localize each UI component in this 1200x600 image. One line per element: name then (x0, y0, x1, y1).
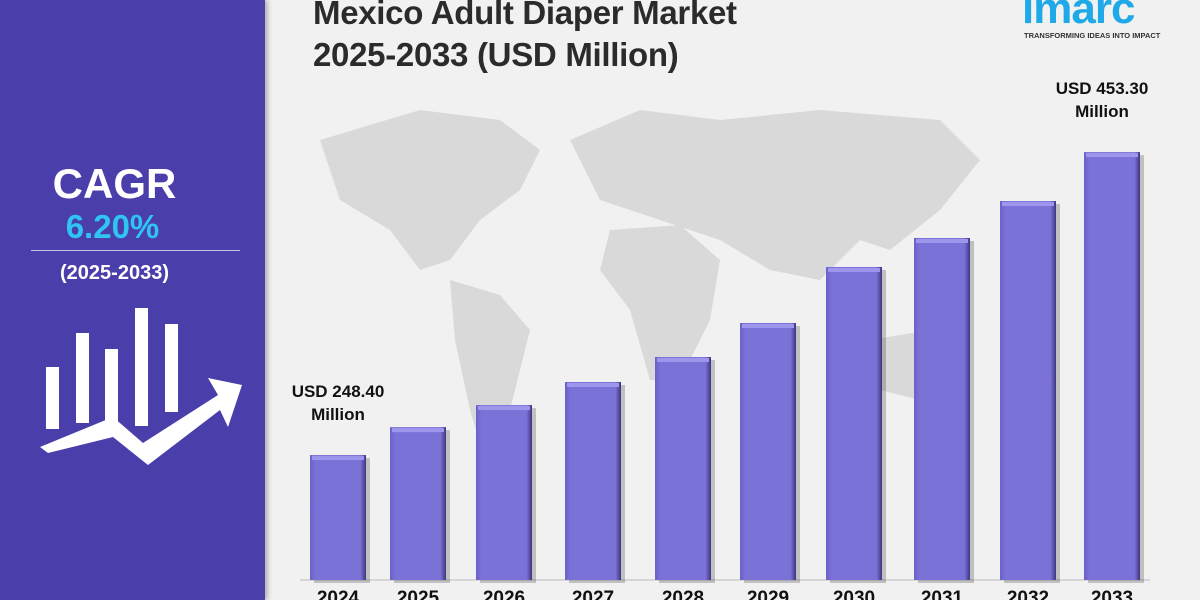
world-map-background (320, 110, 980, 460)
bar-top-highlight (916, 238, 968, 243)
x-tick-label-2031: 2031 (921, 588, 964, 600)
x-tick-label-2032: 2032 (1007, 588, 1049, 600)
title-line-1: Mexico Adult Diaper Market (313, 0, 737, 31)
chart-title: Mexico Adult Diaper Market 2025-2033 (US… (313, 0, 737, 76)
bar-2028 (655, 357, 711, 580)
annotation-2024-unit: Million (311, 405, 365, 424)
cagr-value: 6.20% (65, 208, 160, 245)
bar-top-highlight (657, 358, 709, 363)
annotation-2024-value: USD 248.40 (291, 382, 385, 401)
bar-2027 (565, 382, 621, 580)
bar-top-highlight (478, 406, 530, 411)
title-line-2: 2025-2033 (USD Million) (313, 36, 679, 73)
bar-top-highlight (742, 324, 794, 329)
x-tick-label-2030: 2030 (833, 588, 875, 600)
logo-tagline: TRANSFORMING IDEAS INTO IMPACT (1024, 31, 1161, 40)
x-tick-label-2025: 2025 (397, 588, 440, 600)
bar-top-highlight (392, 428, 444, 433)
bar-top-highlight (1086, 153, 1138, 158)
bar-top-highlight (1002, 202, 1054, 207)
cagr-label: CAGR (52, 160, 177, 207)
x-tick-label-2029: 2029 (747, 588, 789, 600)
cagr-period: (2025-2033) (60, 262, 169, 284)
bar-top-highlight (828, 267, 880, 272)
bar-top-highlight (567, 383, 619, 388)
bar-2030 (826, 266, 882, 580)
bar-2033 (1084, 152, 1140, 581)
annotation-2033-value: USD 453.30 (1055, 79, 1149, 98)
bar-2024 (310, 455, 366, 580)
bar-2031 (914, 237, 970, 581)
annotation-2024: USD 248.40 Million (278, 380, 398, 426)
imarc-logo: imarc (1022, 0, 1135, 33)
x-tick-label-2027: 2027 (572, 588, 614, 600)
annotation-2033-unit: Million (1075, 102, 1129, 121)
cagr-panel: CAGR 6.20% (2025-2033) (0, 0, 265, 600)
bar-top-highlight (312, 456, 364, 461)
bar-2032 (1000, 201, 1056, 580)
x-tick-label-2028: 2028 (662, 588, 704, 600)
growth-chart-icon (40, 308, 242, 465)
x-tick-label-2024: 2024 (317, 588, 360, 600)
bar-2026 (476, 405, 532, 580)
x-tick-label-2033: 2033 (1091, 588, 1133, 600)
bar-2029 (740, 323, 796, 580)
x-tick-label-2026: 2026 (483, 588, 525, 600)
divider (31, 250, 240, 251)
bar-2025 (390, 427, 446, 580)
annotation-2033: USD 453.30 Million (1042, 77, 1162, 123)
